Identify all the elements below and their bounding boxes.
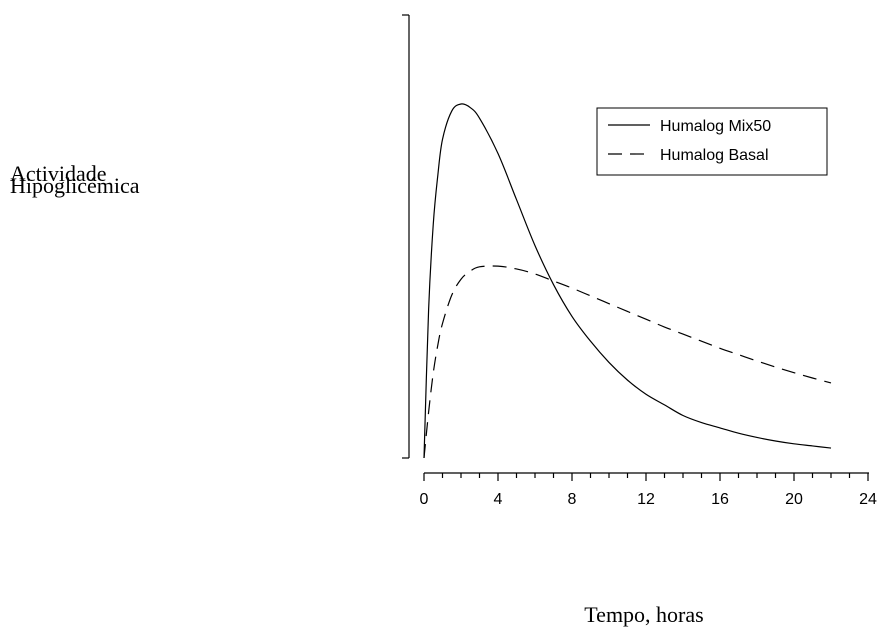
legend-box — [596, 107, 828, 176]
x-tick-label: 16 — [711, 491, 729, 508]
x-axis-label: Tempo, horas — [584, 602, 703, 627]
y-axis — [402, 14, 410, 459]
x-tick-label: 20 — [785, 491, 803, 508]
legend-label-humalog-basal: Humalog Basal — [660, 147, 769, 164]
series-line-humalog-mix50 — [423, 103, 832, 459]
x-tick-label: 0 — [420, 491, 429, 508]
y-axis-label: Actividade Hipoglicémica — [10, 161, 140, 198]
x-tick-label: 12 — [637, 491, 655, 508]
series-line-humalog-basal — [423, 265, 832, 459]
series-layer — [423, 103, 832, 459]
legend: Humalog Mix50 Humalog Basal — [596, 107, 828, 176]
x-tick-label: 4 — [494, 491, 503, 508]
y-axis-label-line-1: Actividade — [10, 161, 107, 186]
y-axis-label-line-2: Hipoglicémica — [10, 173, 140, 198]
x-tick-labels: 0 4 8 12 16 20 24 — [420, 491, 877, 508]
x-tick-label: 8 — [568, 491, 577, 508]
x-tick-label: 24 — [859, 491, 877, 508]
legend-label-humalog-mix50: Humalog Mix50 — [660, 118, 771, 135]
x-ticks — [423, 473, 869, 481]
